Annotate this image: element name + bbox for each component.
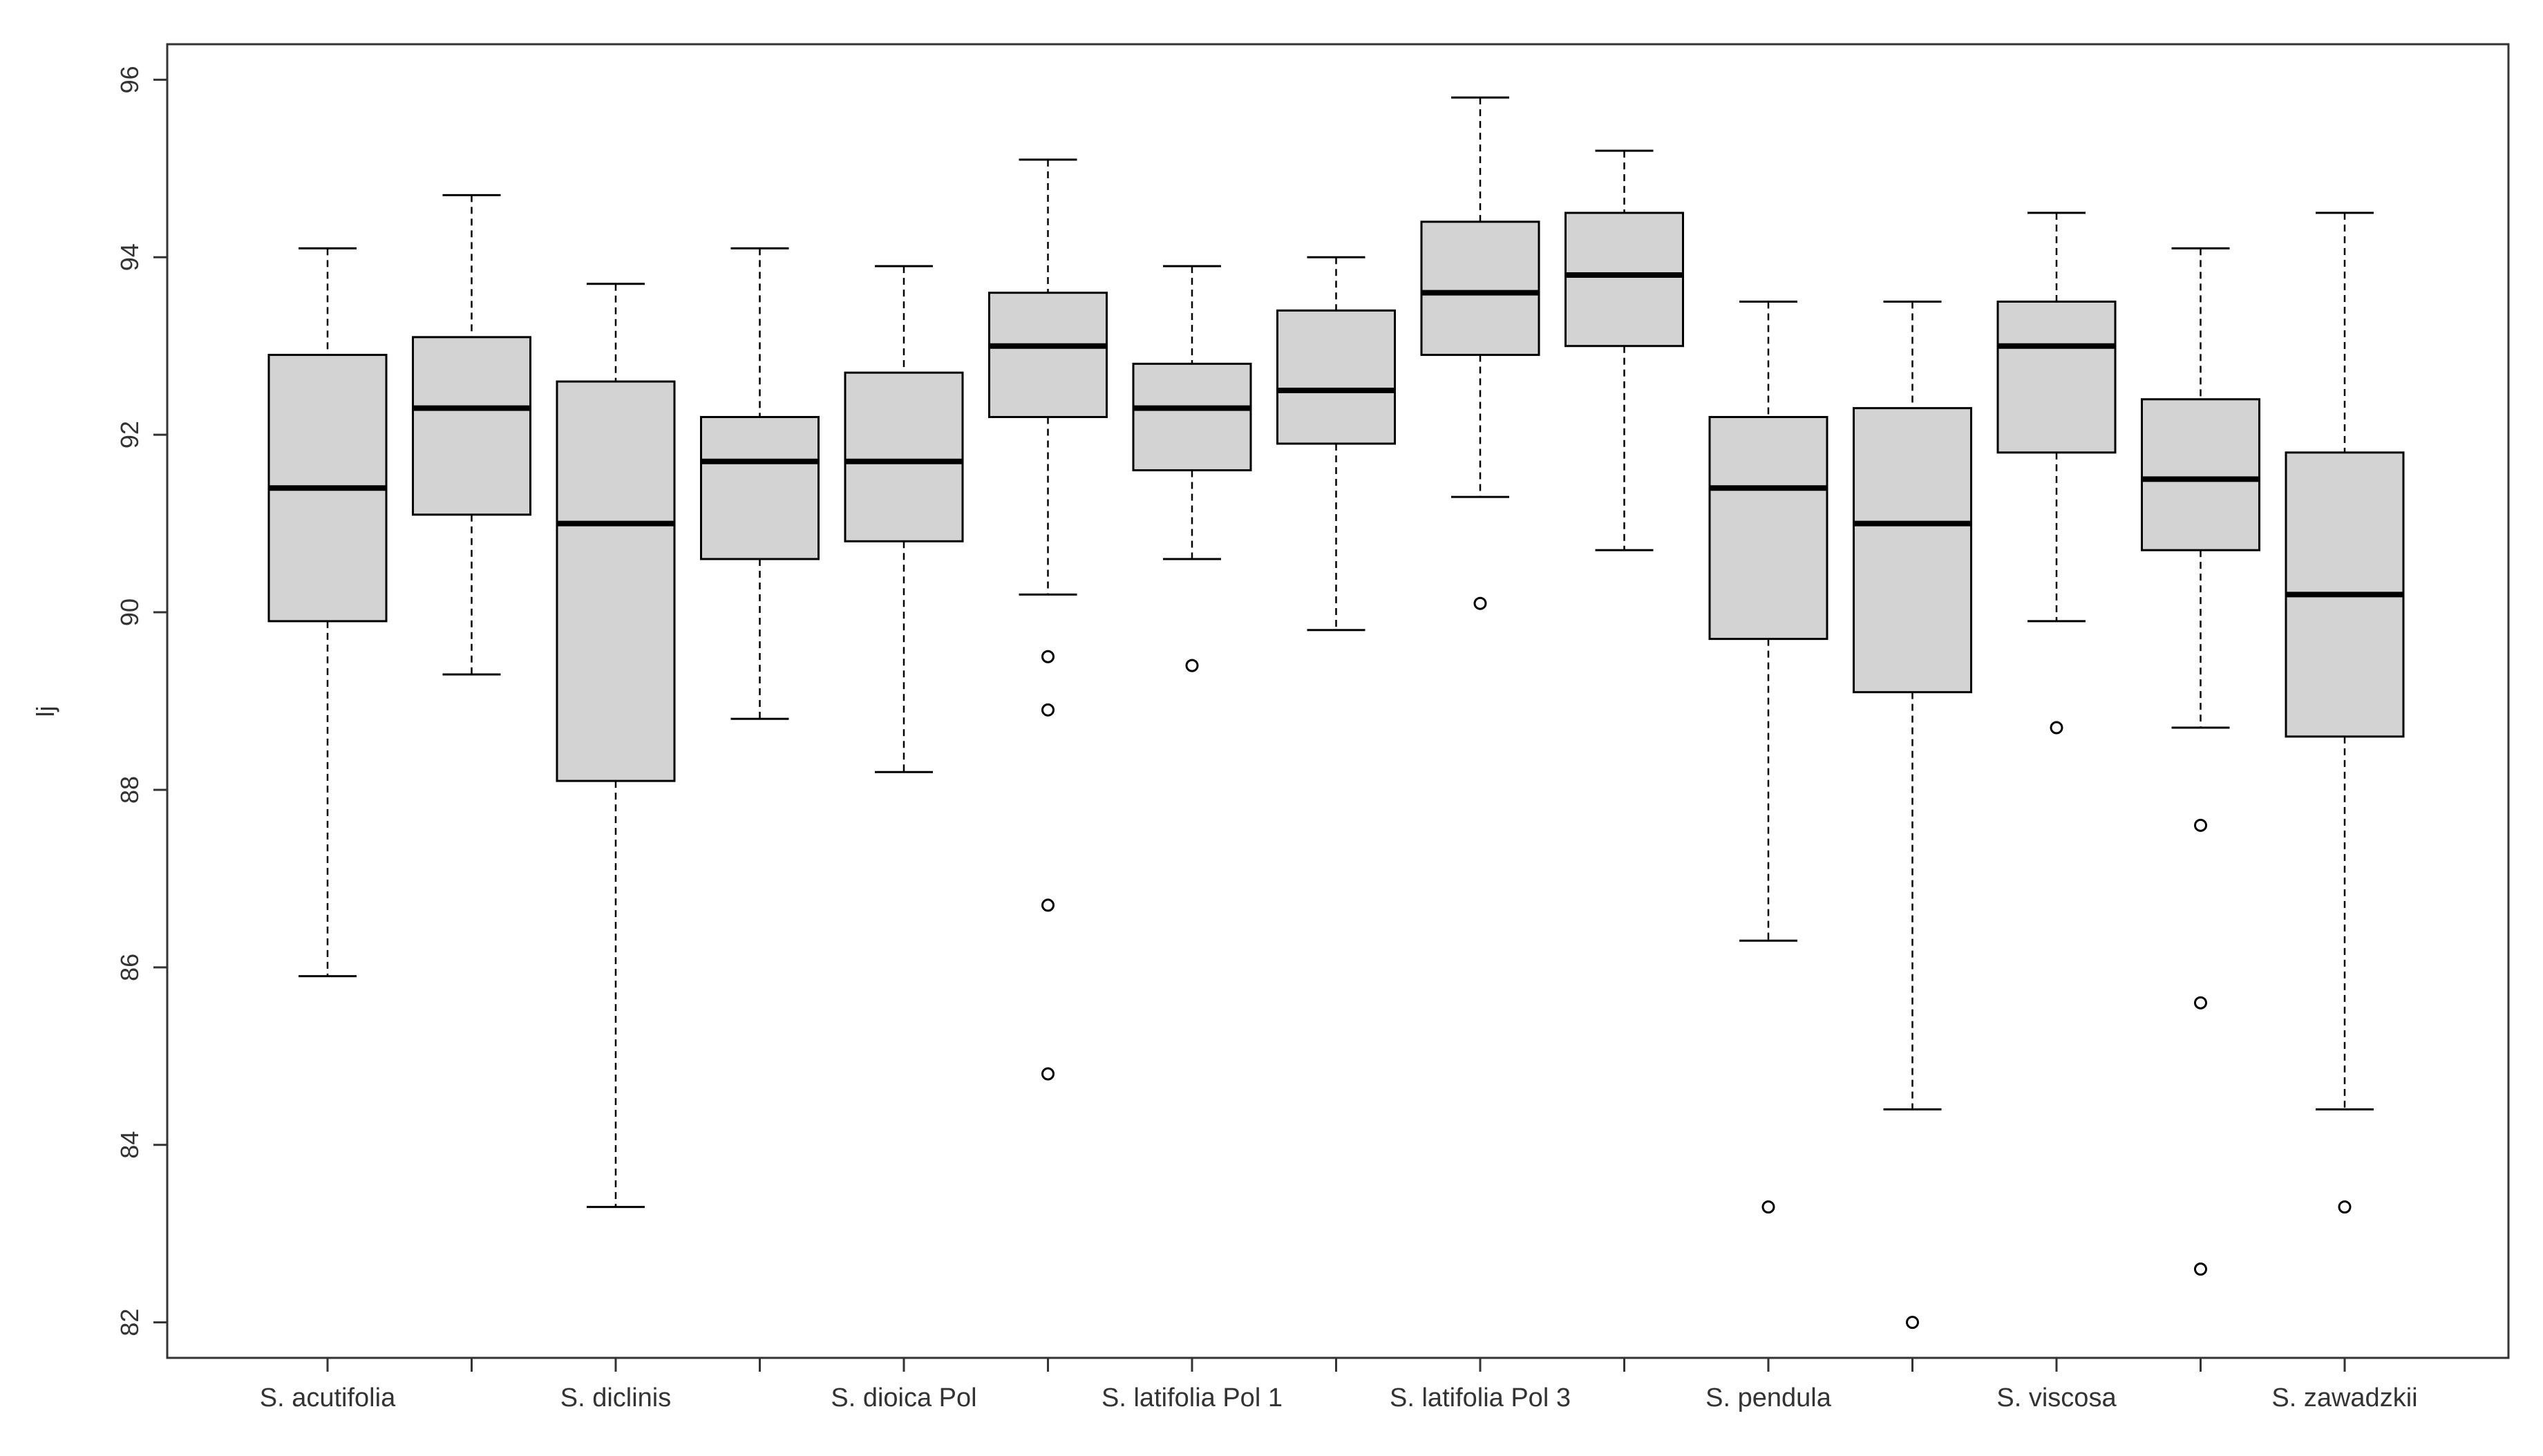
box-group: [700, 247, 820, 720]
box-group: [2285, 211, 2405, 1214]
y-axis-label: lj: [31, 706, 59, 717]
x-tick-label: S. diclinis: [560, 1383, 672, 1412]
x-tick-label: S. dioica Pol: [831, 1383, 976, 1412]
box-iqr: [2141, 398, 2260, 551]
x-axis: S. acutifolia S. diclinis S. dioica Pol S. …: [260, 1358, 2418, 1412]
outlier-point: [1041, 1067, 1055, 1081]
y-axis: 82 84 86 88 90 92 94 96: [115, 66, 167, 1336]
box-iqr: [556, 380, 676, 782]
box-iqr: [1132, 362, 1252, 472]
box-group: [1564, 149, 1684, 551]
box-iqr: [700, 415, 820, 560]
y-tick-label: 86: [115, 954, 144, 981]
outlier-point: [1041, 898, 1055, 912]
y-tick-label: 92: [115, 421, 144, 448]
x-tick-label: S. acutifolia: [260, 1383, 396, 1412]
box-iqr: [1853, 407, 1972, 694]
x-tick-label: S. zawadzkii: [2271, 1383, 2417, 1412]
box-group: [1708, 300, 1828, 1214]
box-group: [556, 283, 676, 1209]
outlier-point: [2050, 721, 2063, 735]
box-group: [1420, 96, 1540, 610]
box-iqr: [988, 292, 1108, 418]
y-tick-label: 82: [115, 1309, 144, 1336]
box-iqr: [412, 336, 531, 516]
box-group: [844, 265, 964, 773]
y-tick-label: 94: [115, 243, 144, 271]
plot-frame: [166, 43, 2510, 1359]
x-tick-label: S. pendula: [1705, 1383, 1832, 1412]
outlier-point: [2338, 1200, 2352, 1214]
box-iqr: [844, 371, 964, 542]
outlier-point: [2194, 818, 2207, 832]
outlier-point: [1041, 650, 1055, 663]
x-tick-label: S. latifolia Pol 1: [1102, 1383, 1283, 1412]
y-tick-label: 84: [115, 1131, 144, 1159]
outlier-point: [1906, 1316, 1919, 1330]
box-group: [267, 247, 388, 978]
outlier-point: [1041, 703, 1055, 717]
box-iqr: [1420, 220, 1540, 357]
outlier-point: [1473, 596, 1487, 610]
y-tick-label: 88: [115, 776, 144, 804]
y-tick-label: 90: [115, 598, 144, 626]
y-tick-label: 96: [115, 66, 144, 93]
box-group: [1276, 256, 1396, 632]
box-group: [988, 158, 1108, 1081]
outlier-point: [1185, 659, 1199, 672]
box-iqr: [1708, 415, 1828, 641]
box-group: [1853, 300, 1972, 1330]
box-group: [1132, 265, 1252, 672]
box-group: [1996, 211, 2117, 735]
box-group: [412, 193, 531, 676]
box-iqr: [1996, 300, 2117, 454]
box-group: [2141, 247, 2260, 1276]
outlier-point: [1761, 1200, 1775, 1214]
x-tick-label: S. latifolia Pol 3: [1390, 1383, 1571, 1412]
outlier-point: [2194, 1263, 2207, 1276]
x-tick-label: S. viscosa: [1996, 1383, 2117, 1412]
box-iqr: [1564, 211, 1684, 348]
box-iqr: [1276, 309, 1396, 445]
box-series: [267, 96, 2405, 1330]
outlier-point: [2194, 996, 2207, 1010]
